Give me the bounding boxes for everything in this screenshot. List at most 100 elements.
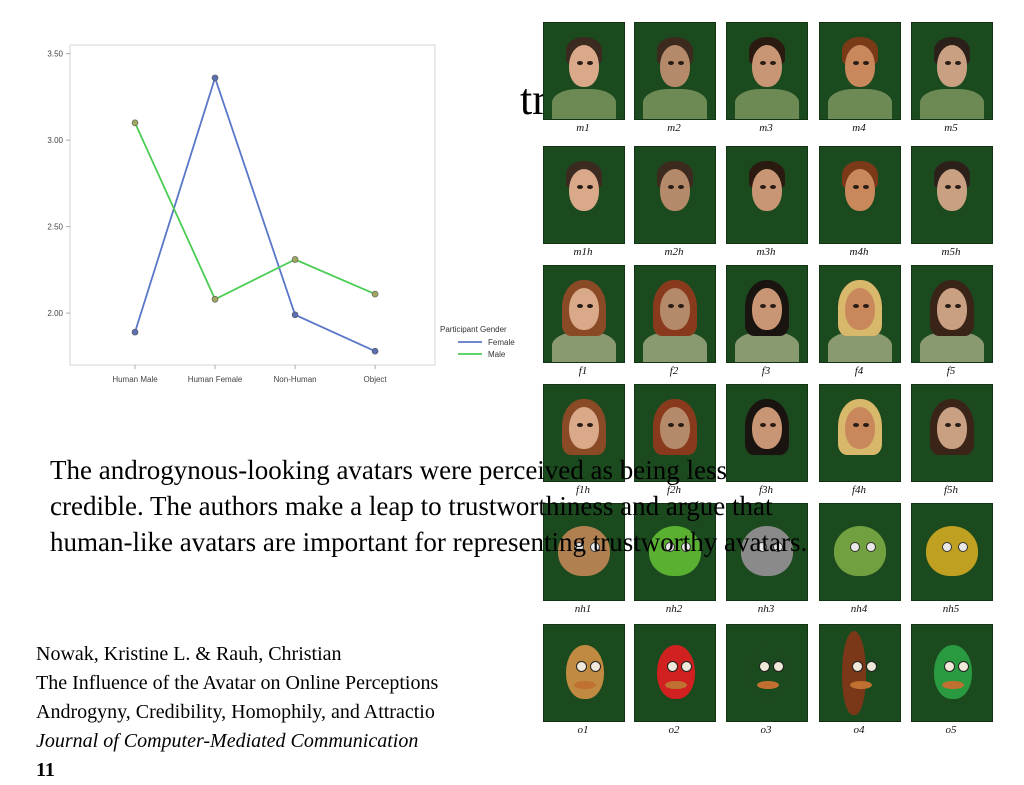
avatar-caption: nh3 bbox=[757, 603, 775, 615]
avatar-f5h: f5h bbox=[911, 384, 993, 502]
x-tick-label: Object bbox=[364, 375, 388, 384]
avatar-caption: o3 bbox=[760, 724, 772, 736]
citation-journal: Journal of Computer-Mediated Communicati… bbox=[36, 730, 419, 752]
avatar-image bbox=[726, 503, 808, 601]
avatar-caption: o1 bbox=[577, 724, 589, 736]
y-tick-label: 3.50 bbox=[47, 50, 63, 59]
avatar-o4: o4 bbox=[819, 624, 901, 742]
avatar-nh5: nh5 bbox=[911, 503, 993, 621]
avatar-caption: f1 bbox=[578, 365, 588, 377]
line-chart: 3.50 3.00 2.50 2.00 Human Male Human Female No… bbox=[30, 40, 540, 400]
avatar-image bbox=[726, 146, 808, 244]
avatar-f2: f2 bbox=[634, 265, 716, 383]
data-point bbox=[131, 119, 139, 127]
avatar-image bbox=[634, 503, 716, 601]
avatar-image bbox=[911, 384, 993, 482]
avatar-image bbox=[634, 265, 716, 363]
citation-title-line: The Influence of the Avatar on Online Pe… bbox=[36, 672, 439, 694]
avatar-image bbox=[543, 384, 625, 482]
avatar-m2: m2 bbox=[634, 22, 716, 140]
avatar-m5: m5 bbox=[911, 22, 993, 140]
avatar-caption: f4h bbox=[851, 484, 867, 496]
avatar-caption: f3h bbox=[758, 484, 774, 496]
avatar-image bbox=[911, 146, 993, 244]
description: The androgynous-looking avatars were per… bbox=[50, 452, 1020, 560]
citation-journal-line: Journal of Computer-Mediated Communicati… bbox=[36, 727, 556, 785]
avatar-m1: m1 bbox=[543, 22, 625, 140]
avatar-image bbox=[543, 22, 625, 120]
avatar-caption: m2 bbox=[667, 122, 681, 134]
avatar-m1h: m1h bbox=[543, 146, 625, 264]
avatar-caption: o4 bbox=[853, 724, 865, 736]
data-point bbox=[371, 347, 379, 355]
avatar-caption: o5 bbox=[945, 724, 957, 736]
avatar-image bbox=[634, 146, 716, 244]
avatar-caption: f2h bbox=[666, 484, 682, 496]
legend-label: Male bbox=[488, 350, 506, 359]
avatar-caption: m4h bbox=[849, 246, 869, 258]
avatar-nh1: nh1 bbox=[543, 503, 625, 621]
avatar-image bbox=[911, 503, 993, 601]
avatar-o1: o1 bbox=[543, 624, 625, 742]
data-point bbox=[131, 328, 139, 336]
avatar-caption: f3 bbox=[761, 365, 771, 377]
y-tick-label: 2.50 bbox=[47, 223, 63, 232]
avatar-caption: m3h bbox=[756, 246, 776, 258]
data-point bbox=[211, 295, 219, 303]
citation-title-line: Androgyny, Credibility, Homophily, and A… bbox=[36, 701, 435, 723]
avatar-image bbox=[819, 624, 901, 722]
avatar-image bbox=[543, 503, 625, 601]
avatar-caption: m4 bbox=[852, 122, 866, 134]
avatar-image bbox=[911, 624, 993, 722]
avatar-f1h: f1h bbox=[543, 384, 625, 502]
avatar-m5h: m5h bbox=[911, 146, 993, 264]
avatar-image bbox=[819, 22, 901, 120]
x-tick-label: Human Female bbox=[188, 375, 243, 384]
avatar-image bbox=[634, 624, 716, 722]
data-point bbox=[291, 311, 299, 319]
avatar-caption: nh2 bbox=[665, 603, 683, 615]
avatar-image bbox=[819, 503, 901, 601]
description-line: The androgynous-looking avatars were per… bbox=[50, 455, 728, 485]
avatar-o3: o3 bbox=[726, 624, 808, 742]
avatar-image bbox=[543, 624, 625, 722]
avatar-image bbox=[819, 384, 901, 482]
avatar-o5: o5 bbox=[911, 624, 993, 742]
avatar-f3h: f3h bbox=[726, 384, 808, 502]
series-line-male bbox=[134, 122, 376, 301]
avatar-image bbox=[543, 146, 625, 244]
citation-authors: Nowak, Kristine L. & Rauh, Christian bbox=[36, 643, 342, 665]
avatar-image bbox=[634, 22, 716, 120]
avatar-caption: m1 bbox=[576, 122, 590, 134]
slide-title: tr bbox=[520, 75, 547, 124]
description-line: human-like avatars are important for rep… bbox=[50, 527, 808, 557]
avatar-grid: m1 m2 m3 m4 m5 m1h m2h m3h m4h m5h f1 f2 f3 f4 f5 f1h f2… bbox=[543, 22, 1003, 752]
avatar-caption: f2 bbox=[669, 365, 679, 377]
avatar-m4: m4 bbox=[819, 22, 901, 140]
avatar-m3: m3 bbox=[726, 22, 808, 140]
avatar-f4h: f4h bbox=[819, 384, 901, 502]
avatar-nh4: nh4 bbox=[819, 503, 901, 621]
avatar-caption: m3 bbox=[759, 122, 773, 134]
avatar-f5: f5 bbox=[911, 265, 993, 383]
plot-frame bbox=[69, 44, 436, 366]
x-tick-label: Non-Human bbox=[273, 375, 316, 384]
avatar-caption: f4 bbox=[854, 365, 864, 377]
avatar-f4: f4 bbox=[819, 265, 901, 383]
avatar-caption: f1h bbox=[575, 484, 591, 496]
avatar-image bbox=[911, 265, 993, 363]
avatar-m4h: m4h bbox=[819, 146, 901, 264]
avatar-caption: m5 bbox=[944, 122, 958, 134]
avatar-m3h: m3h bbox=[726, 146, 808, 264]
avatar-image bbox=[543, 265, 625, 363]
avatar-image bbox=[819, 265, 901, 363]
y-tick-label: 3.00 bbox=[47, 136, 63, 145]
series-line-female bbox=[134, 74, 376, 352]
avatar-nh3: nh3 bbox=[726, 503, 808, 621]
avatar-caption: f5 bbox=[946, 365, 956, 377]
avatar-image bbox=[726, 624, 808, 722]
data-point bbox=[211, 74, 219, 82]
avatar-f3: f3 bbox=[726, 265, 808, 383]
avatar-m2h: m2h bbox=[634, 146, 716, 264]
legend-label: Female bbox=[488, 338, 515, 347]
